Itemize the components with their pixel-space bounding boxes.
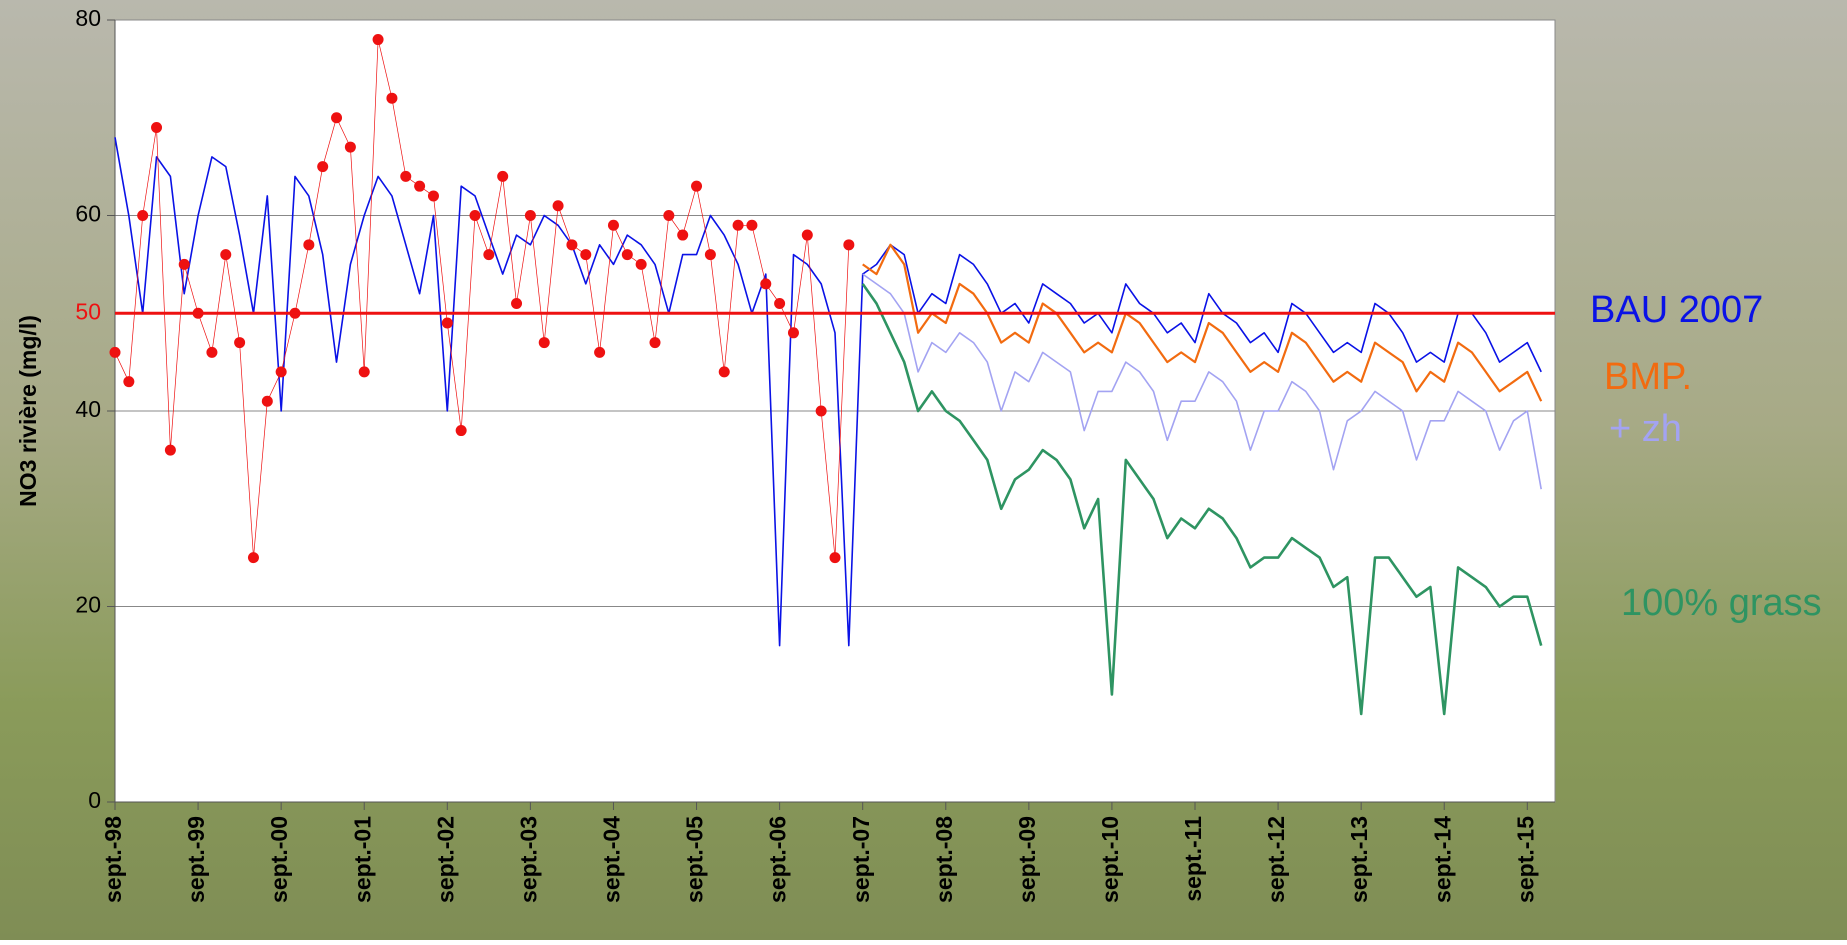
data-point <box>663 210 675 221</box>
data-point <box>469 210 481 221</box>
y-tick-label: 20 <box>75 592 101 618</box>
data-point <box>178 258 190 270</box>
data-point <box>774 297 786 309</box>
data-point <box>206 346 218 358</box>
data-point <box>331 112 343 124</box>
series-line <box>862 243 1543 402</box>
data-point <box>732 219 744 231</box>
series-line <box>862 273 1542 490</box>
data-point <box>427 190 439 202</box>
series-line <box>861 283 1543 716</box>
data-point <box>760 278 772 290</box>
data-point <box>483 249 495 261</box>
data-point <box>400 170 412 182</box>
x-tick-label: sept.-08 <box>931 816 957 903</box>
data-point <box>261 395 273 407</box>
data-point <box>635 258 647 270</box>
data-point <box>815 405 827 417</box>
x-tick-label: sept.-12 <box>1263 816 1289 903</box>
data-point <box>801 229 813 241</box>
data-point <box>220 249 232 261</box>
data-point <box>566 239 578 251</box>
data-point <box>441 317 453 329</box>
x-tick-label: sept.-09 <box>1014 816 1040 903</box>
data-point <box>718 366 730 378</box>
data-point <box>455 425 467 437</box>
data-point <box>303 239 315 251</box>
data-point <box>247 552 259 564</box>
x-tick-label: sept.-00 <box>266 816 292 903</box>
threshold-label: 50 <box>75 298 101 324</box>
x-tick-label: sept.-05 <box>682 816 708 903</box>
series-line <box>114 39 850 558</box>
data-point <box>497 170 509 182</box>
data-point <box>414 180 426 192</box>
data-point <box>677 229 689 241</box>
x-tick-label: sept.-04 <box>599 816 625 903</box>
data-point <box>607 219 619 231</box>
data-point <box>829 552 841 564</box>
x-tick-label: sept.-11 <box>1180 816 1206 902</box>
x-tick-label: sept.-03 <box>515 816 541 903</box>
data-point <box>344 141 356 153</box>
x-tick-label: sept.-98 <box>100 816 126 903</box>
y-tick-label: 0 <box>88 787 101 813</box>
x-tick-label: sept.-10 <box>1097 816 1123 903</box>
data-point <box>524 210 536 221</box>
series-label: BAU 2007 <box>1590 289 1763 331</box>
y-axis-label: NO3 rivière (mg/l) <box>15 315 41 507</box>
data-point <box>109 346 121 358</box>
x-tick-label: sept.-13 <box>1346 816 1372 903</box>
data-point <box>275 366 287 378</box>
x-tick-label: sept.-99 <box>183 816 209 903</box>
data-point <box>594 346 606 358</box>
data-point <box>787 327 799 339</box>
x-tick-label: sept.-15 <box>1512 816 1538 903</box>
data-point <box>691 180 703 192</box>
y-tick-label: 60 <box>75 201 101 227</box>
series-label: + zh <box>1609 408 1682 450</box>
series-label: 100% grass <box>1621 582 1822 624</box>
data-point <box>843 239 855 251</box>
x-tick-label: sept.-02 <box>432 816 458 903</box>
data-point <box>704 249 716 261</box>
data-point <box>123 376 135 388</box>
x-tick-label: sept.-06 <box>765 816 791 903</box>
data-point <box>358 366 370 378</box>
data-point <box>538 337 550 349</box>
y-tick-label: 80 <box>75 5 101 31</box>
series-line <box>114 137 1542 647</box>
data-point <box>317 161 329 173</box>
data-point <box>372 34 384 46</box>
x-tick-label: sept.-07 <box>848 816 874 903</box>
data-point <box>621 249 633 261</box>
x-tick-label: sept.-14 <box>1429 816 1455 903</box>
data-point <box>164 444 176 456</box>
data-point <box>511 297 523 309</box>
data-point <box>580 249 592 261</box>
data-point <box>746 219 758 231</box>
data-point <box>649 337 661 349</box>
series-label: BMP. <box>1604 356 1692 398</box>
data-point <box>151 122 163 134</box>
x-tick-label: sept.-01 <box>349 816 375 903</box>
data-point <box>137 210 149 221</box>
data-point <box>234 337 246 349</box>
data-point <box>552 200 564 212</box>
y-tick-label: 40 <box>75 396 101 422</box>
data-point <box>386 92 398 104</box>
